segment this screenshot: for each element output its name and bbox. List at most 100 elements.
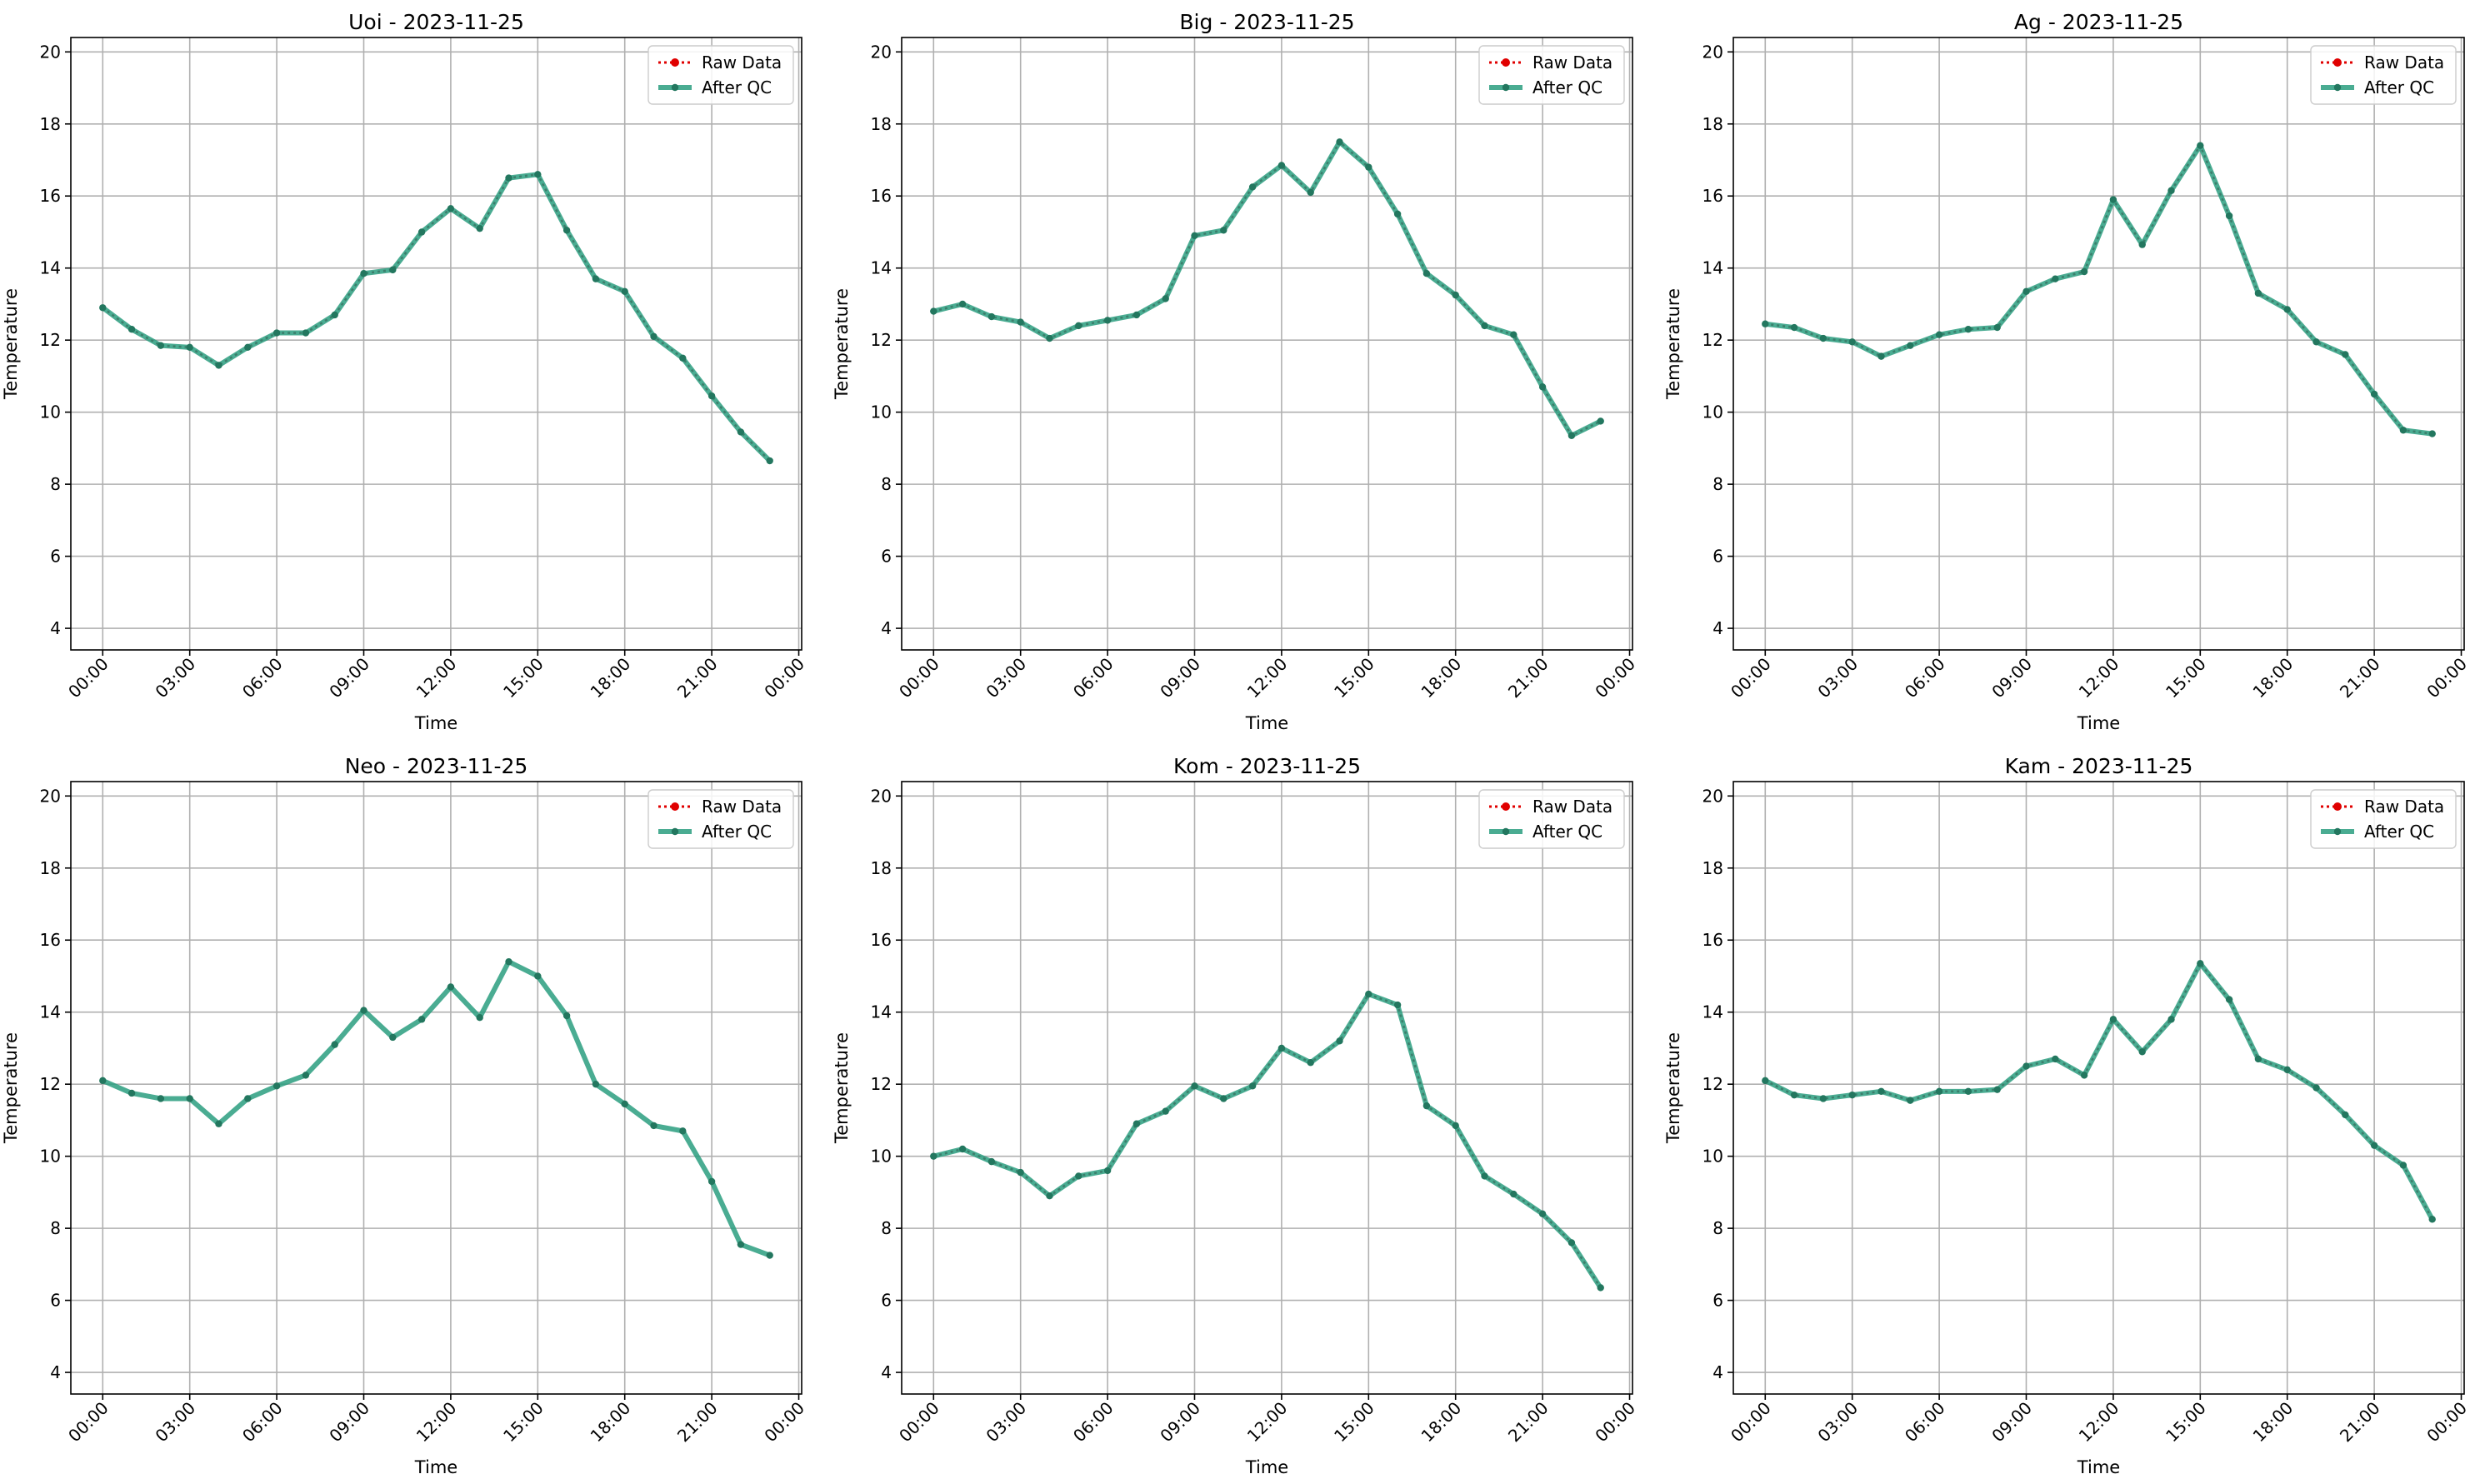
- x-tick-label: 03:00: [1813, 1398, 1862, 1447]
- x-tick-label: 00:00: [64, 654, 112, 702]
- data-point: [360, 1007, 368, 1014]
- legend-label-raw-data: Raw Data: [2364, 797, 2444, 817]
- y-tick-label: 6: [50, 547, 61, 567]
- data-point: [562, 227, 571, 234]
- data-point: [766, 457, 773, 465]
- y-tick-label: 6: [1712, 547, 1723, 567]
- data-point: [1046, 1192, 1053, 1200]
- data-point: [2109, 1016, 2118, 1023]
- legend-label-raw-data: Raw Data: [1532, 797, 1612, 817]
- data-point: [1993, 323, 2001, 332]
- y-tick-label: 12: [871, 330, 892, 350]
- x-tick-label: 18:00: [1418, 654, 1466, 702]
- y-tick-label: 10: [1702, 402, 1723, 422]
- y-tick-label: 18: [871, 114, 892, 134]
- data-point: [1220, 227, 1228, 234]
- data-point: [1597, 417, 1604, 425]
- axes-frame: [901, 781, 1633, 1395]
- y-tick-label: 16: [1702, 186, 1723, 206]
- data-point: [418, 228, 426, 236]
- y-tick-label: 20: [1702, 42, 1723, 62]
- data-point: [1336, 138, 1343, 146]
- grid: [1733, 782, 2464, 1394]
- data-point: [2342, 351, 2349, 358]
- data-point: [2022, 1062, 2030, 1070]
- data-point: [1878, 1087, 1885, 1096]
- x-axis-label: Time: [2077, 1457, 2120, 1477]
- data-point: [2109, 196, 2118, 203]
- data-point: [1075, 322, 1082, 330]
- x-tick-label: 00:00: [1727, 1398, 1775, 1447]
- data-point: [1365, 163, 1372, 171]
- series-line-after-qc: [931, 992, 1603, 1291]
- data-point: [1162, 1107, 1169, 1115]
- data-point: [1017, 318, 1024, 326]
- data-point: [186, 1095, 193, 1102]
- series-line-raw-data: [932, 141, 1602, 437]
- y-tick-label: 20: [1702, 786, 1723, 806]
- legend-marker-raw-data: [671, 802, 679, 811]
- y-tick-label: 12: [871, 1074, 892, 1094]
- x-tick-label: 06:00: [238, 1398, 287, 1447]
- x-tick-label: 00:00: [895, 1398, 943, 1447]
- data-point: [2138, 1048, 2146, 1056]
- data-point: [1046, 334, 1053, 342]
- legend-label-after-qc: After QC: [2364, 77, 2434, 97]
- y-axis-label: Temperature: [1, 288, 21, 400]
- data-point: [1848, 338, 1856, 346]
- x-tick-label: 15:00: [499, 1398, 548, 1447]
- axes-frame: [70, 781, 802, 1395]
- data-point: [1790, 323, 1798, 332]
- x-tick-label: 00:00: [895, 654, 943, 702]
- data-point: [1538, 383, 1547, 391]
- y-tick-label: 18: [1702, 858, 1723, 878]
- x-tick-label: 21:00: [673, 1398, 722, 1447]
- data-point: [272, 329, 281, 337]
- y-tick-label: 16: [871, 930, 892, 950]
- x-axis-label: Time: [1245, 713, 1288, 733]
- legend-label-raw-data: Raw Data: [2364, 52, 2444, 72]
- data-point: [1220, 1095, 1228, 1102]
- legend: Raw Data After QC: [648, 45, 794, 105]
- data-point: [2428, 430, 2436, 437]
- data-point: [186, 343, 193, 352]
- x-tick-label: 06:00: [1901, 654, 1949, 702]
- data-point: [1510, 1190, 1518, 1198]
- grid: [71, 782, 802, 1394]
- y-tick-label: 20: [40, 786, 61, 806]
- y-tick-label: 14: [1702, 258, 1723, 278]
- data-point: [1481, 322, 1488, 330]
- data-point: [1848, 1091, 1856, 1099]
- legend-label-after-qc: After QC: [702, 822, 772, 842]
- y-tick-label: 12: [40, 1074, 61, 1094]
- x-tick-label: 09:00: [1156, 1398, 1204, 1447]
- x-tick-label: 18:00: [2249, 654, 2298, 702]
- data-point: [244, 1095, 252, 1102]
- data-point: [1878, 352, 1885, 360]
- data-point: [1017, 1168, 1024, 1177]
- legend-marker-raw-data: [1502, 58, 1510, 67]
- data-point: [1336, 1037, 1343, 1045]
- y-tick-label: 16: [40, 930, 61, 950]
- series-line-raw-data: [1765, 144, 2432, 435]
- data-point: [2197, 142, 2204, 149]
- data-point: [1964, 1087, 1972, 1096]
- axes-frame: [70, 37, 802, 651]
- x-tick-label: 00:00: [760, 1398, 808, 1447]
- y-tick-label: 6: [1712, 1291, 1723, 1311]
- data-point: [1103, 317, 1112, 324]
- data-point: [2283, 1066, 2291, 1074]
- y-tick-label: 20: [871, 42, 892, 62]
- series-line-raw-data: [1764, 962, 2433, 1220]
- x-tick-label: 09:00: [1156, 654, 1204, 702]
- x-tick-label: 21:00: [2336, 654, 2384, 702]
- legend: Raw Data After QC: [2310, 45, 2457, 105]
- data-point: [2428, 1216, 2436, 1223]
- y-tick-label: 10: [40, 402, 61, 422]
- legend: Raw Data After QC: [648, 789, 794, 849]
- y-tick-label: 4: [50, 1362, 61, 1382]
- data-point: [988, 312, 996, 321]
- data-point: [1935, 331, 1943, 338]
- data-point: [1162, 295, 1169, 302]
- x-tick-label: 15:00: [499, 654, 548, 702]
